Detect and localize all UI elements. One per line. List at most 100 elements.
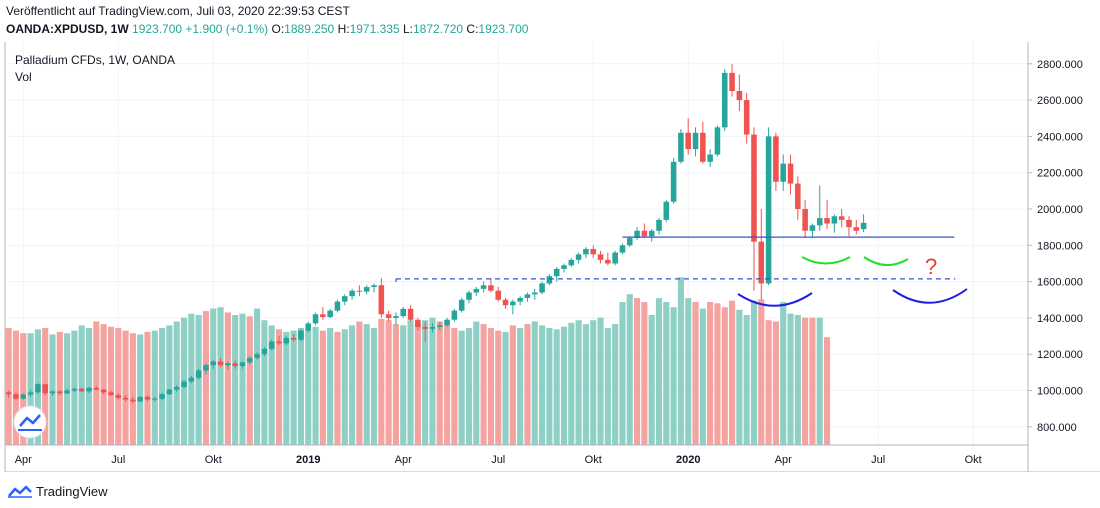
candle-body [407, 308, 414, 320]
candle-body [634, 230, 640, 239]
candle-body [181, 381, 187, 387]
close-value: 1923.700 [478, 22, 529, 36]
volume-bar [692, 302, 699, 445]
volume-bar [210, 308, 217, 445]
candle-body [27, 392, 34, 395]
candle-body [5, 392, 12, 395]
volume-bar [129, 333, 136, 445]
volume-bar [553, 329, 560, 445]
candle-body [648, 230, 655, 237]
volume-bar [385, 320, 392, 445]
candle-body [714, 127, 721, 155]
volume-bar [451, 328, 458, 445]
candle-body [466, 292, 472, 300]
volume-bar [677, 277, 684, 445]
last-price: 1923.700 [132, 22, 183, 36]
y-tick-label: 1000.000 [1037, 386, 1083, 398]
volume-bar [144, 331, 151, 445]
candle-body [378, 285, 385, 315]
y-tick-label: 1800.000 [1037, 240, 1083, 252]
volume-bar [721, 307, 728, 445]
candle-body [393, 316, 399, 318]
y-tick-label: 2600.000 [1037, 95, 1083, 107]
candle-body [700, 132, 706, 162]
volume-bar [107, 326, 115, 445]
candle-body [188, 377, 195, 382]
volume-bar [202, 311, 210, 445]
candle-body [78, 388, 85, 392]
volume-bar [363, 324, 370, 445]
candle-body [320, 314, 326, 318]
candle-body [239, 362, 246, 367]
footer-brand: TradingView [36, 483, 108, 499]
volume-bar [71, 330, 78, 445]
volume-bar [480, 324, 487, 445]
candle-body [122, 397, 129, 400]
volume-bar [246, 316, 253, 445]
volume-bar [20, 333, 27, 445]
x-tick-label: Apr [775, 454, 792, 466]
candle-body [152, 398, 158, 400]
candle-body [195, 370, 202, 378]
candle-body [159, 394, 165, 399]
candle-body [71, 388, 78, 391]
candle-body [853, 227, 860, 231]
volume-bar [78, 325, 85, 445]
volume-bar [232, 315, 239, 445]
price-chart[interactable]: ? Apr Jul Okt 2019 Apr Jul Okt 2020 Apr Jul Okt 80… [0, 42, 1100, 472]
volume-bar [319, 330, 326, 445]
candle-body [773, 136, 779, 182]
question-mark: ? [925, 254, 937, 279]
candle-body [583, 248, 589, 255]
candle-body [35, 384, 41, 393]
y-tick-label: 2400.000 [1037, 131, 1083, 143]
volume-bar [429, 317, 436, 445]
volume-bar [707, 302, 714, 445]
volume-bar [122, 330, 129, 445]
candle-body [860, 222, 867, 230]
volume-label: Vol [15, 70, 32, 84]
candle-body [480, 285, 487, 289]
volume-bar [100, 324, 107, 445]
price-change: +1.900 (+0.1%) [185, 22, 269, 36]
volume-bar [115, 328, 122, 445]
volume-bar [436, 321, 443, 445]
support-arc-left [737, 292, 813, 307]
candle-body [780, 163, 786, 182]
candle-body [268, 341, 275, 349]
candle-body [349, 290, 355, 297]
shoulder-arc-right [863, 256, 909, 266]
candle-body [86, 387, 92, 392]
y-tick-label: 1600.000 [1037, 277, 1083, 289]
candle-body [517, 297, 523, 302]
candle-body [685, 132, 691, 150]
volume-bar [159, 328, 166, 445]
volume-bar [619, 302, 626, 445]
candle-body [561, 265, 567, 269]
candle-body [444, 319, 450, 326]
volume-bar [546, 328, 553, 445]
volume-bar [568, 322, 575, 445]
y-tick-label: 2800.000 [1037, 59, 1083, 71]
volume-bar [517, 328, 524, 445]
candle-body [422, 327, 428, 329]
volume-bar [699, 308, 706, 445]
y-tick-label: 2000.000 [1037, 204, 1083, 216]
volume-bar [414, 324, 421, 445]
volume-bar [787, 313, 794, 445]
volume-bar [422, 320, 429, 445]
candle-body [502, 299, 509, 306]
volume-bar [151, 330, 158, 445]
volume-bar [714, 303, 721, 445]
volume-bar [612, 324, 619, 445]
volume-bar [663, 302, 670, 445]
volume-bar [283, 331, 290, 445]
candle-body [524, 294, 531, 298]
volume-bar [502, 331, 509, 445]
open-label: O: [271, 22, 285, 36]
candle-body [787, 163, 794, 184]
horizontal-levels [395, 236, 956, 284]
x-tick-label: 2019 [296, 454, 320, 466]
volume-bar [305, 329, 312, 445]
candle-body [203, 365, 209, 371]
